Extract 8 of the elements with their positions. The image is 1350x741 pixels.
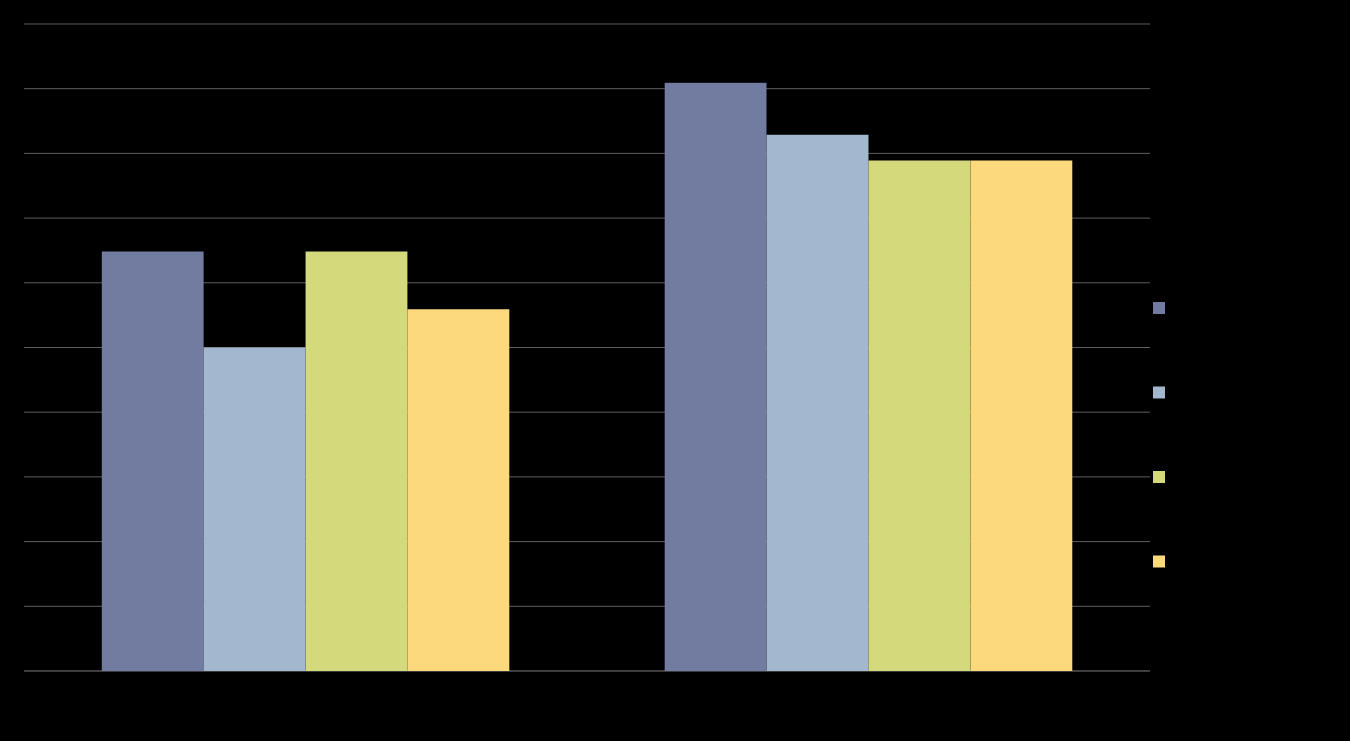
bar: [305, 251, 408, 671]
bar: [101, 251, 204, 671]
bar: [664, 82, 767, 671]
bar: [766, 134, 869, 671]
bar: [970, 160, 1073, 671]
bar: [407, 309, 510, 671]
bar: [203, 347, 306, 671]
bar: [868, 160, 971, 671]
